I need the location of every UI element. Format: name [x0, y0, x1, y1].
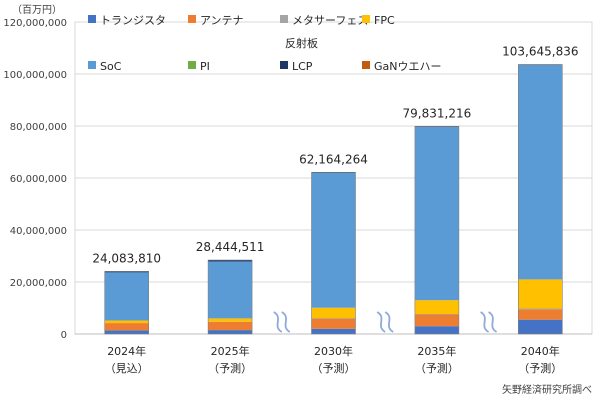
legend-swatch: [88, 15, 96, 23]
bar-segment: [208, 261, 253, 319]
bar-segment: [311, 318, 356, 319]
bar-segment: [104, 272, 149, 321]
y-tick-label: 100,000,000: [3, 70, 67, 81]
bar-segment: [518, 64, 563, 66]
bar-segment: [104, 271, 149, 273]
total-label: 103,645,836: [502, 45, 578, 59]
y-tick-label: 120,000,000: [3, 18, 67, 29]
legend-label: PI: [200, 60, 210, 73]
y-tick-label: 40,000,000: [10, 226, 67, 237]
bar-segment: [311, 318, 356, 329]
legend-label: トランジスタ: [100, 14, 166, 27]
x-tick-label: 2035年: [417, 344, 456, 358]
y-tick-label: 80,000,000: [10, 122, 67, 133]
x-tick-label: 2024年: [107, 344, 146, 358]
legend-label: FPC: [374, 14, 395, 27]
axis-break-mark: [480, 311, 490, 333]
bar-segment: [518, 279, 563, 309]
bar-segment: [104, 330, 149, 334]
y-tick-label: 60,000,000: [10, 174, 67, 185]
axis-break-mark: [281, 311, 291, 333]
bar-segment: [104, 323, 149, 331]
legend-label: 反射板: [285, 36, 318, 50]
legend-swatch: [280, 15, 288, 23]
bar-segment: [414, 300, 459, 314]
bar-segment: [208, 321, 253, 331]
bar-segment: [208, 330, 253, 334]
bar-segment: [518, 319, 563, 334]
bar-segment: [208, 260, 253, 262]
axis-break-mark: [376, 311, 386, 333]
legend-swatch: [362, 61, 370, 69]
bar-segment: [414, 313, 459, 315]
bar-outline: [207, 259, 253, 335]
total-label: 24,083,810: [92, 251, 161, 265]
total-label: 62,164,264: [299, 152, 368, 166]
bar-segment: [518, 308, 563, 310]
x-tick-label: 2040年: [521, 344, 560, 358]
bar-segment: [311, 328, 356, 334]
y-unit-label: （百万円）: [12, 4, 62, 16]
axis-break-mark: [384, 311, 394, 333]
axis-break-mark: [488, 311, 498, 333]
legend-swatch: [362, 15, 370, 23]
total-label: 79,831,216: [403, 106, 472, 120]
bar-outline: [104, 271, 149, 335]
legend-label: GaNウエハー: [374, 60, 442, 73]
bar-segment: [518, 65, 563, 280]
bar-segment: [518, 309, 563, 320]
x-tick-note: （予測）: [312, 361, 356, 375]
legend-swatch: [88, 61, 96, 69]
bar-segment: [414, 126, 459, 128]
y-tick-label: 0: [61, 330, 67, 341]
bar-segment: [414, 314, 459, 327]
legend-label: LCP: [292, 60, 313, 73]
bar-outline: [311, 172, 356, 335]
legend-label: メタサーフェス: [292, 14, 368, 27]
bar-segment: [414, 326, 459, 334]
legend-swatch: [188, 15, 196, 23]
bar-segment: [311, 307, 356, 319]
axis-break-mark: [273, 311, 283, 333]
legend-label: SoC: [100, 60, 122, 73]
bar-segment: [414, 127, 459, 301]
total-label: 28,444,511: [196, 240, 265, 254]
x-tick-note: （予測）: [518, 361, 562, 375]
x-tick-note: （見込）: [105, 362, 149, 375]
bar-outline: [414, 126, 460, 335]
bar-outline: [517, 64, 563, 335]
legend-label: アンテナ: [200, 14, 244, 27]
legend-swatch: [280, 61, 288, 69]
x-tick-note: （予測）: [415, 361, 459, 375]
bar-segment: [208, 318, 253, 322]
bar-segment: [311, 172, 356, 308]
x-tick-label: 2025年: [211, 344, 250, 358]
x-tick-note: （予測）: [208, 361, 252, 375]
x-tick-label: 2030年: [314, 344, 353, 358]
y-tick-label: 20,000,000: [10, 278, 67, 289]
legend-swatch: [188, 61, 196, 69]
source-credit: 矢野経済研究所調べ: [502, 383, 592, 396]
bar-segment: [104, 320, 149, 324]
